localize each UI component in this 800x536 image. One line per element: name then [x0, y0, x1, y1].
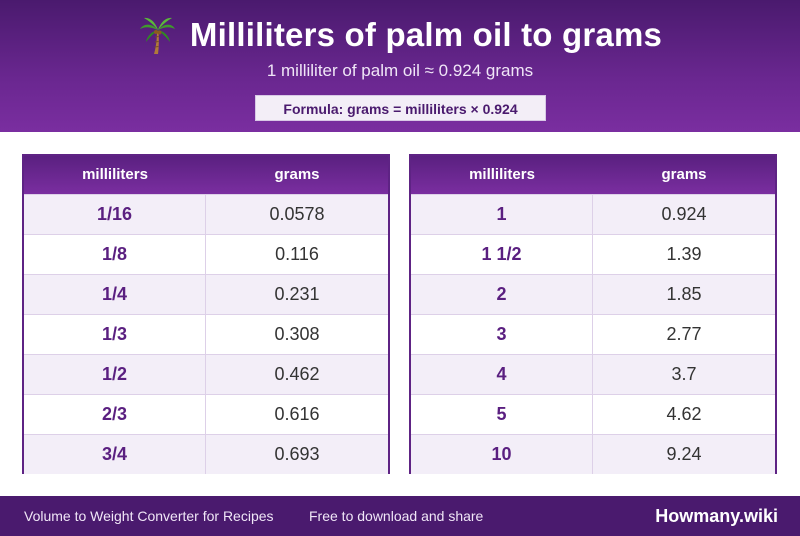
table-row: 1 1/2 1.39 — [411, 234, 775, 274]
milliliters-cell: 2/3 — [24, 395, 206, 434]
page-subtitle: 1 milliliter of palm oil ≈ 0.924 grams — [266, 61, 534, 80]
milliliters-cell: 1/3 — [24, 315, 206, 354]
table-row: 1/4 0.231 — [24, 274, 388, 314]
table-row: 5 4.62 — [411, 394, 775, 434]
grams-cell: 0.462 — [274, 364, 320, 384]
palm-tree-icon — [139, 17, 175, 54]
milliliters-cell: 2 — [411, 275, 593, 314]
milliliters-cell: 1/16 — [24, 195, 206, 234]
grams-cell: 0.0578 — [269, 204, 325, 224]
grams-cell: 0.693 — [274, 444, 320, 464]
table-header: milliliters grams — [24, 156, 388, 194]
grams-cell: 3.7 — [671, 364, 697, 384]
table-row: 10 9.24 — [411, 434, 775, 474]
milliliters-cell: 3 — [411, 315, 593, 354]
table-row: 3/4 0.693 — [24, 434, 388, 474]
footer-brand-link[interactable]: Howmany.wiki — [655, 506, 778, 526]
table-row: 1/8 0.116 — [24, 234, 388, 274]
column-header-grams: grams — [661, 166, 707, 183]
table-row: 2 1.85 — [411, 274, 775, 314]
table-row: 3 2.77 — [411, 314, 775, 354]
column-header-grams: grams — [274, 166, 320, 183]
grams-cell: 2.77 — [666, 324, 702, 344]
grams-cell: 0.116 — [275, 244, 319, 264]
grams-cell: 0.308 — [274, 324, 320, 344]
milliliters-cell: 1/4 — [24, 275, 206, 314]
formula-box: Formula: grams = milliliters × 0.924 — [255, 95, 546, 121]
table-row: 2/3 0.616 — [24, 394, 388, 434]
table-body: 1/16 0.0578 1/8 0.116 1/4 0.231 1/3 0.308 1/… — [24, 194, 388, 474]
page-title: Milliliters of palm oil to grams — [189, 16, 663, 53]
conversion-table-right: milliliters grams 1 0.924 1 1/2 1.39 2 1.85… — [409, 154, 777, 474]
table-row: 4 3.7 — [411, 354, 775, 394]
grams-cell: 9.24 — [666, 444, 702, 464]
milliliters-cell: 10 — [411, 435, 593, 474]
milliliters-cell: 1 1/2 — [411, 235, 593, 274]
table-row: 1/2 0.462 — [24, 354, 388, 394]
milliliters-cell: 1/8 — [24, 235, 206, 274]
milliliters-cell: 5 — [411, 395, 593, 434]
grams-cell: 1.85 — [666, 284, 702, 304]
title-row: Milliliters of palm oil to grams — [0, 12, 800, 58]
grams-cell: 0.616 — [274, 404, 320, 424]
column-header-milliliters: milliliters — [82, 166, 148, 183]
milliliters-cell: 1/2 — [24, 355, 206, 394]
grams-cell: 0.924 — [661, 204, 707, 224]
grams-cell: 1.39 — [666, 244, 702, 264]
grams-cell: 0.231 — [274, 284, 320, 304]
table-header: milliliters grams — [411, 156, 775, 194]
column-header-milliliters: milliliters — [469, 166, 535, 183]
table-row: 1/16 0.0578 — [24, 194, 388, 234]
footer-share-note: Free to download and share — [309, 508, 484, 524]
conversion-table-left: milliliters grams 1/16 0.0578 1/8 0.116 1/… — [22, 154, 390, 474]
table-row: 1/3 0.308 — [24, 314, 388, 354]
table-row: 1 0.924 — [411, 194, 775, 234]
header-banner: Milliliters of palm oil to grams 1 milli… — [0, 0, 800, 132]
milliliters-cell: 1 — [411, 195, 593, 234]
milliliters-cell: 4 — [411, 355, 593, 394]
table-body: 1 0.924 1 1/2 1.39 2 1.85 3 2.77 4 3.7 5 4.62 … — [411, 194, 775, 474]
milliliters-cell: 3/4 — [24, 435, 206, 474]
grams-cell: 4.62 — [666, 404, 702, 424]
footer-bar: Volume to Weight Converter for Recipes F… — [0, 496, 800, 536]
footer-description: Volume to Weight Converter for Recipes — [24, 508, 274, 524]
